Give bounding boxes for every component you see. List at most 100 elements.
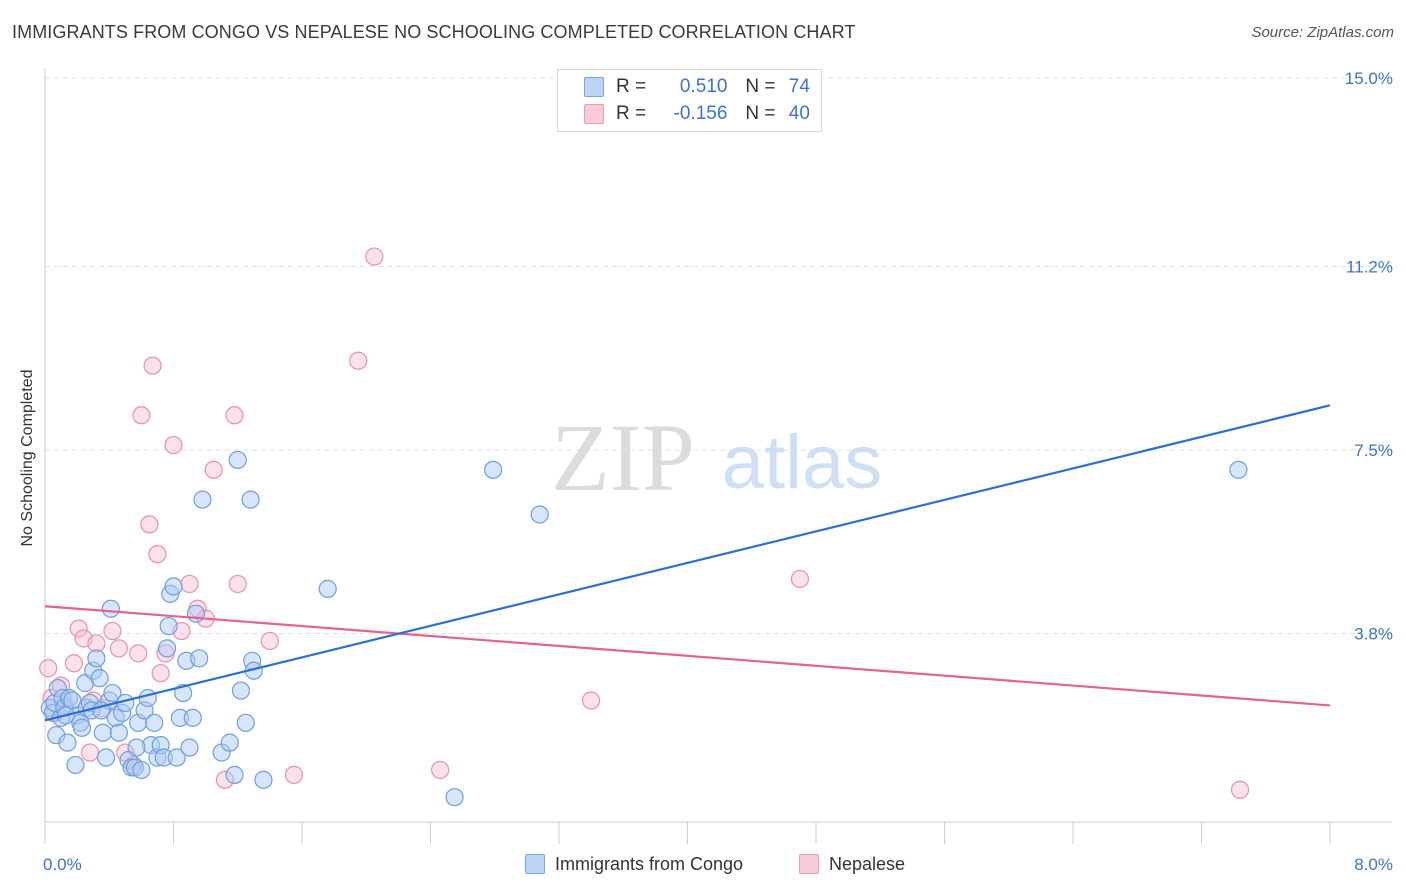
- point-congo: [174, 683, 193, 703]
- point-nepalese: [1230, 780, 1250, 799]
- point-congo: [87, 649, 106, 668]
- watermark-zip: ZIP: [551, 404, 695, 511]
- y-tick-label: 15.0%: [1345, 69, 1393, 88]
- legend-row-congo: R = 0.510 N = 74: [584, 75, 810, 99]
- point-congo: [530, 505, 549, 524]
- legend-n-value: 74: [788, 76, 810, 97]
- point-nepalese: [103, 621, 122, 641]
- point-congo: [228, 450, 247, 470]
- chart-title: IMMIGRANTS FROM CONGO VS NEPALESE NO SCH…: [12, 22, 856, 42]
- point-nepalese: [260, 631, 279, 651]
- series-congo: [40, 450, 1248, 807]
- point-congo: [159, 616, 178, 636]
- bottom-legend-nepalese: Nepalese: [799, 852, 905, 876]
- legend-n-value: 40: [788, 103, 810, 124]
- legend-r-value: -0.156: [673, 103, 728, 124]
- legend-r-value: 0.510: [679, 76, 728, 97]
- point-congo: [254, 770, 273, 789]
- trend-line-congo: [44, 404, 1331, 722]
- point-congo: [72, 718, 92, 737]
- point-congo: [145, 713, 164, 732]
- point-nepalese: [132, 406, 151, 425]
- point-congo: [90, 669, 109, 688]
- point-congo: [1229, 460, 1248, 479]
- point-nepalese: [109, 639, 128, 658]
- y-tick-label: 11.2%: [1346, 257, 1393, 276]
- point-nepalese: [39, 659, 58, 678]
- point-nepalese: [148, 545, 167, 564]
- point-congo: [180, 738, 199, 757]
- legend-swatch-congo: [584, 77, 604, 97]
- point-congo: [183, 708, 202, 727]
- legend-r-label: R =: [616, 103, 647, 124]
- point-congo: [167, 748, 186, 767]
- point-nepalese: [143, 356, 162, 375]
- point-congo: [132, 760, 151, 780]
- point-nepalese: [64, 654, 84, 673]
- point-congo: [103, 683, 122, 703]
- point-nepalese: [204, 460, 223, 479]
- point-nepalese: [225, 406, 244, 425]
- point-congo: [93, 723, 112, 742]
- watermark-atlas: atlas: [722, 420, 883, 505]
- legend-row-nepalese: R = -0.156 N = 40: [584, 102, 810, 126]
- point-nepalese: [228, 574, 247, 594]
- x-tick-label: 0.0%: [43, 855, 82, 874]
- point-nepalese: [431, 760, 450, 780]
- stats-legend: R = 0.510 N = 74 R = -0.156 N = 40: [557, 69, 822, 132]
- point-nepalese: [180, 574, 199, 594]
- point-congo: [484, 460, 503, 479]
- axes: [44, 68, 1392, 844]
- point-nepalese: [151, 664, 170, 683]
- bottom-legend-congo: Immigrants from Congo: [525, 852, 743, 876]
- point-congo: [445, 788, 464, 807]
- point-congo: [186, 604, 206, 623]
- point-congo: [318, 579, 337, 598]
- watermark: ZIP atlas: [551, 404, 882, 511]
- point-nepalese: [790, 569, 810, 589]
- point-congo: [127, 738, 146, 757]
- point-nepalese: [365, 247, 384, 266]
- legend-swatch-nepalese: [584, 104, 604, 124]
- point-nepalese: [69, 619, 88, 638]
- gridlines: [45, 77, 1392, 635]
- point-congo: [96, 748, 116, 767]
- series-nepalese: [39, 247, 1250, 799]
- point-congo: [190, 649, 209, 668]
- point-congo: [157, 639, 177, 658]
- trend-lines: [44, 404, 1331, 722]
- point-congo: [231, 681, 251, 700]
- x-tick-label: 8.0%: [1354, 855, 1393, 874]
- point-nepalese: [80, 743, 100, 762]
- point-congo: [193, 490, 212, 509]
- trend-line-nepalese: [44, 605, 1331, 707]
- legend-n-label: N =: [745, 76, 776, 97]
- point-nepalese: [284, 765, 304, 784]
- point-congo: [138, 688, 157, 708]
- bottom-legend-label-congo: Immigrants from Congo: [555, 853, 744, 874]
- point-congo: [236, 713, 255, 732]
- point-congo: [66, 755, 85, 775]
- source-label: Source: ZipAtlas.com: [1251, 24, 1394, 41]
- point-congo: [164, 577, 183, 596]
- bottom-legend-swatch-congo: [525, 854, 545, 874]
- bottom-legend-label-nepalese: Nepalese: [829, 853, 906, 874]
- point-congo: [241, 490, 260, 509]
- tick-labels: 15.0% 11.2% 7.5% 3.8% 0.0% 8.0%: [43, 69, 1393, 874]
- point-congo: [225, 765, 244, 784]
- point-nepalese: [582, 691, 601, 710]
- point-nepalese: [349, 351, 368, 370]
- legend-r-label: R =: [616, 76, 647, 97]
- point-nepalese: [164, 435, 183, 455]
- point-nepalese: [140, 515, 159, 534]
- y-tick-label: 3.8%: [1354, 625, 1393, 644]
- point-congo: [220, 733, 239, 752]
- bottom-legend-swatch-nepalese: [799, 854, 819, 874]
- point-congo: [101, 599, 120, 618]
- y-tick-label: 7.5%: [1354, 441, 1393, 460]
- point-congo: [58, 733, 77, 752]
- legend-n-label: N =: [745, 103, 776, 124]
- point-congo: [109, 723, 128, 742]
- point-nepalese: [129, 644, 148, 663]
